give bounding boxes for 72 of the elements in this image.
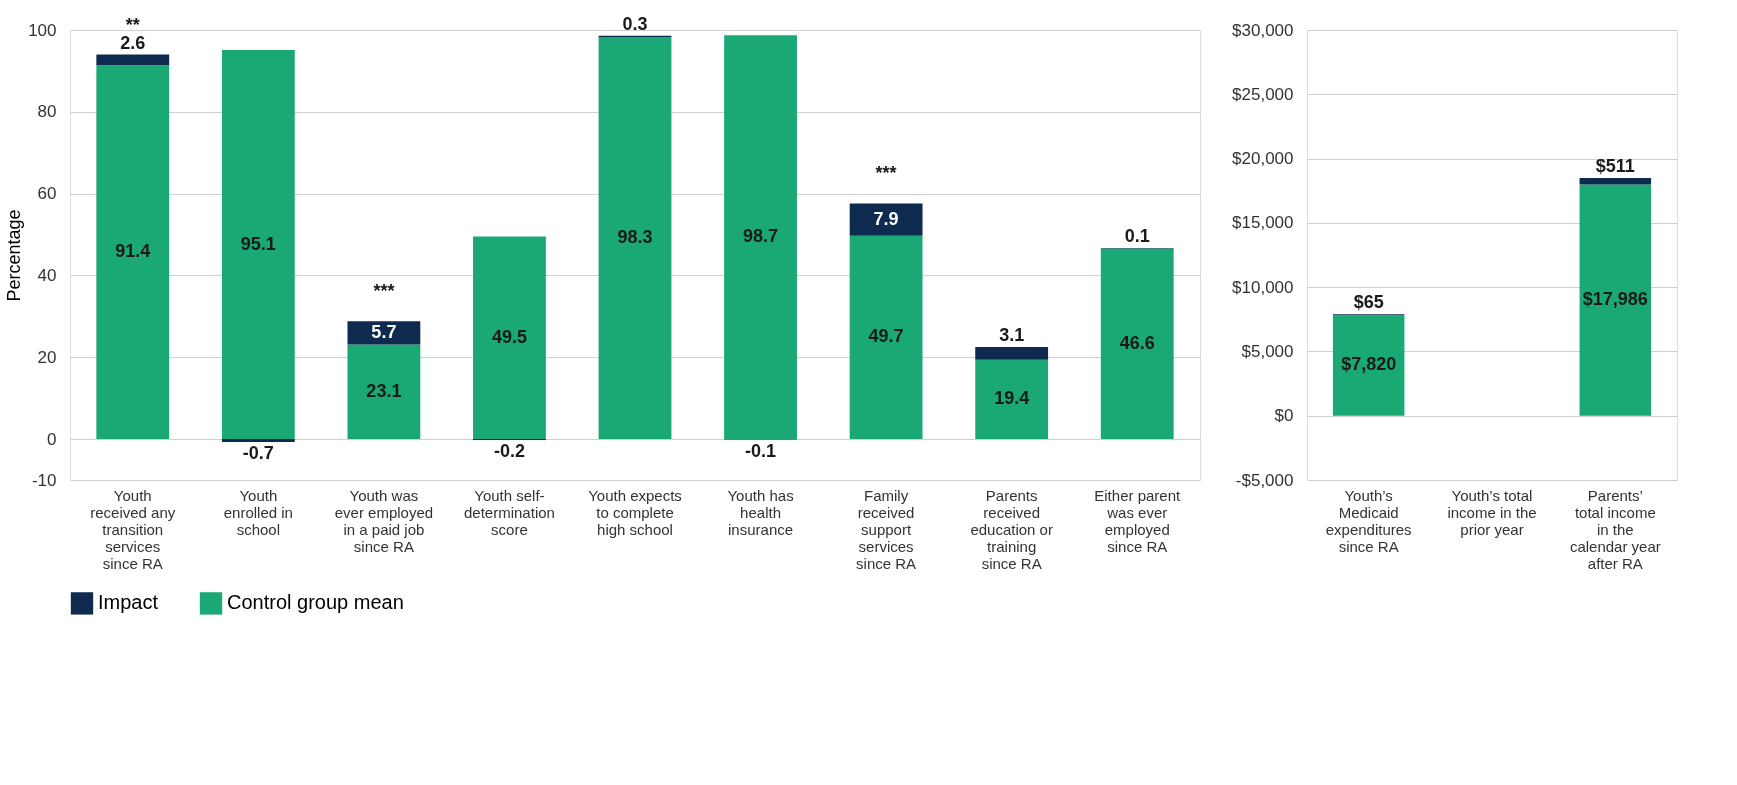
data-label: -0.1	[745, 440, 777, 461]
y-axis-title: Percentage	[4, 209, 25, 302]
x-tick-label: Parents received education or training since RA	[970, 486, 1053, 572]
annotation: ***	[875, 163, 897, 184]
bar	[598, 36, 672, 440]
x-tick-label: Either parent was ever employed since RA	[1094, 486, 1181, 555]
x-tick-label: Youth expects to complete high school	[588, 486, 682, 538]
data-label: 19.4	[994, 388, 1030, 409]
y-tick-label: 80	[37, 102, 57, 122]
x-tick-label: Youth has health insurance	[727, 486, 794, 538]
data-label: 3.1	[999, 325, 1025, 346]
data-label: -0.7	[242, 442, 274, 463]
y-tick-label: 0	[47, 429, 57, 449]
data-label: 95.1	[240, 233, 276, 254]
y-tick-label: $20,000	[1232, 149, 1294, 169]
x-tick-label: Youth enrolled in school	[223, 486, 293, 538]
y-tick-label: $0	[1274, 406, 1294, 426]
y-tick-label: $10,000	[1232, 277, 1294, 297]
bar	[96, 54, 170, 66]
x-tick-label: Youth’s total income in the prior year	[1447, 486, 1537, 538]
bar	[96, 65, 170, 440]
data-label: 98.7	[743, 226, 779, 247]
data-label: $65	[1353, 292, 1384, 313]
bar	[473, 236, 546, 440]
data-label: 2.6	[120, 32, 146, 53]
bar	[724, 35, 797, 440]
bar	[1579, 184, 1652, 416]
data-label: 0.1	[1124, 226, 1150, 247]
bar	[1579, 177, 1652, 185]
bar	[975, 359, 1049, 440]
data-label: $17,986	[1582, 289, 1648, 310]
data-label: 91.4	[115, 241, 151, 262]
x-tick-label: Youth’s Medicaid expenditures since RA	[1325, 486, 1412, 555]
y-tick-label: $15,000	[1232, 213, 1294, 233]
annotation: ***	[373, 281, 395, 302]
bar	[221, 50, 295, 440]
legend-label: Control group mean	[227, 591, 404, 614]
data-label: 49.5	[491, 326, 527, 347]
y-tick-label: $25,000	[1232, 84, 1294, 104]
bar	[849, 203, 923, 236]
data-label: -0.2	[493, 440, 525, 461]
data-label: 5.7	[371, 321, 397, 342]
y-tick-label: 20	[37, 347, 57, 367]
x-tick-label: Family received support services since RA	[856, 486, 917, 572]
data-label: $511	[1595, 155, 1635, 176]
data-label: 49.7	[868, 326, 904, 347]
annotation: **	[125, 14, 140, 35]
bar	[1332, 315, 1405, 416]
bar	[1100, 248, 1174, 440]
bar	[347, 321, 421, 345]
x-tick-label: Youth was ever employed in a paid job since RA	[334, 486, 434, 555]
y-tick-label: -10	[31, 470, 57, 490]
data-label: $7,820	[1341, 354, 1397, 375]
bar	[849, 235, 923, 440]
bar	[975, 347, 1049, 360]
legend-label: Impact	[98, 591, 159, 614]
y-tick-label: 60	[37, 184, 57, 204]
x-tick-label: Parents’ total income in the calendar year after RA	[1569, 486, 1661, 572]
y-tick-label: -$5,000	[1235, 470, 1294, 490]
data-label: 98.3	[617, 227, 653, 248]
y-tick-label: 40	[37, 265, 57, 285]
bar	[347, 344, 421, 440]
data-label: 7.9	[873, 208, 899, 229]
data-label: 0.3	[622, 13, 648, 34]
y-tick-label: $5,000	[1241, 341, 1294, 361]
y-tick-label: $30,000	[1232, 20, 1294, 40]
data-label: 46.6	[1119, 332, 1155, 353]
bar	[221, 439, 295, 442]
y-tick-label: 100	[28, 20, 57, 40]
x-tick-label: Youth self-determination score	[464, 486, 555, 538]
x-tick-label: Youth received any transition services since RA	[90, 486, 176, 572]
data-label: 23.1	[366, 380, 402, 401]
